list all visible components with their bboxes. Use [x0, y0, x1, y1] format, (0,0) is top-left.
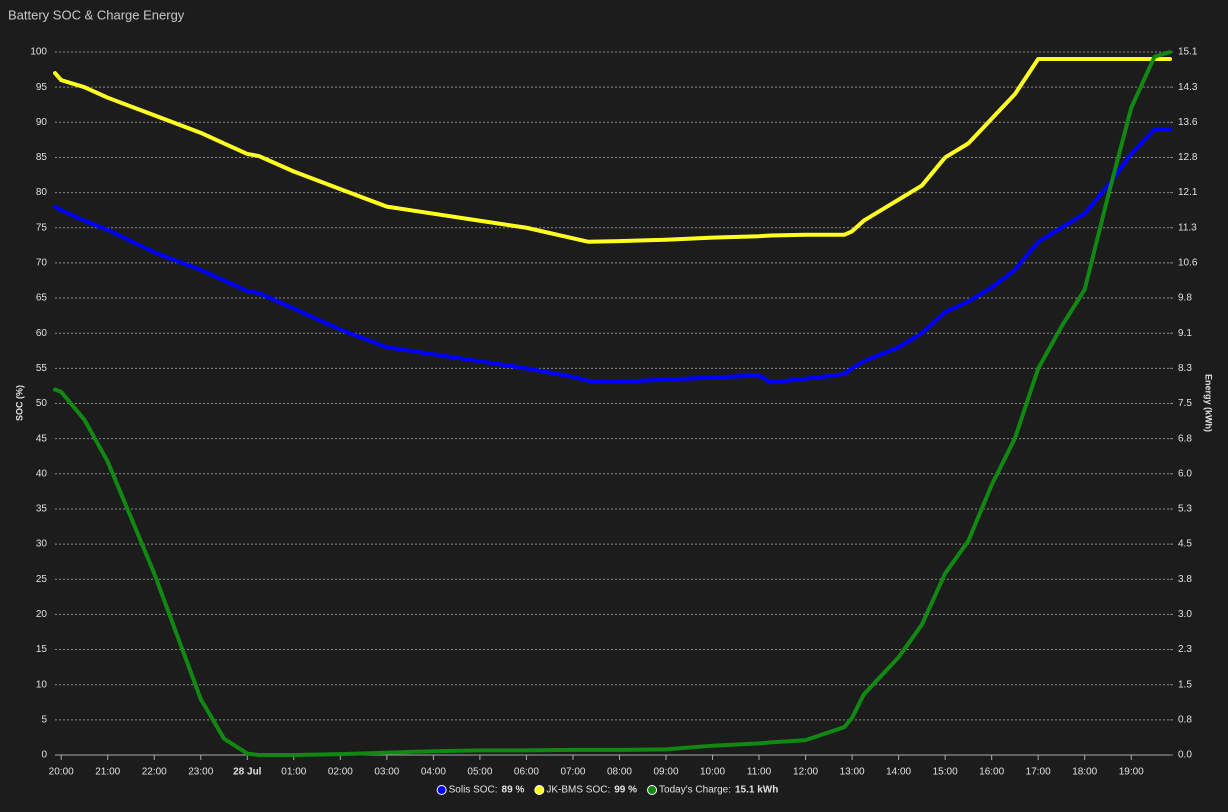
y-tick-label: 0	[41, 750, 47, 761]
y-tick-label: 35	[36, 504, 48, 515]
y2-tick-label: 15.1	[1178, 47, 1198, 58]
y2-tick-label: 4.5	[1178, 539, 1192, 550]
series-line	[53, 127, 1172, 385]
x-tick-label: 10:00	[700, 767, 725, 778]
y2-tick-label: 9.8	[1178, 293, 1192, 304]
x-tick-label: 09:00	[653, 767, 678, 778]
y-tick-label: 75	[36, 222, 48, 233]
y-tick-label: 70	[36, 258, 48, 269]
x-tick-label: 04:00	[421, 767, 446, 778]
y-tick-label: 60	[36, 328, 48, 339]
y2-tick-label: 11.3	[1178, 222, 1197, 233]
x-tick-label: 06:00	[514, 767, 539, 778]
x-tick-label: 07:00	[560, 767, 585, 778]
legend-label: Today's Charge:	[659, 785, 731, 796]
x-tick-label: 03:00	[374, 767, 399, 778]
x-tick-label: 23:00	[188, 767, 213, 778]
series-line	[53, 50, 1172, 757]
y-tick-label: 100	[30, 47, 47, 58]
legend-marker	[534, 785, 545, 795]
y-tick-label: 25	[36, 574, 48, 585]
x-tick-label: 18:00	[1072, 767, 1097, 778]
y2-tick-label: 8.3	[1178, 363, 1192, 374]
y-tick-label: 10	[36, 679, 48, 690]
legend-value: 99 %	[614, 785, 637, 796]
x-tick-label: 01:00	[281, 767, 306, 778]
y-tick-label: 85	[36, 152, 48, 163]
y-tick-label: 95	[36, 82, 48, 93]
chart-title: Battery SOC & Charge Energy	[8, 7, 185, 22]
legend-marker	[436, 785, 447, 795]
x-tick-label: 19:00	[1119, 767, 1144, 778]
y2-tick-label: 9.1	[1178, 328, 1192, 339]
y2-tick-label: 0.0	[1178, 750, 1192, 761]
legend: Solis SOC: 89 % JK-BMS SOC: 99 % Today's Cha…	[436, 785, 778, 796]
y2-tick-label: 6.0	[1178, 468, 1192, 479]
y2-tick-label: 10.6	[1178, 258, 1198, 269]
y2-tick-label: 6.8	[1178, 433, 1192, 444]
x-tick-label: 12:00	[793, 767, 818, 778]
legend-marker	[647, 785, 658, 795]
y-tick-label: 55	[36, 363, 48, 374]
y2-tick-label: 12.1	[1178, 187, 1198, 198]
y2-tick-label: 3.8	[1178, 574, 1192, 585]
x-tick-label: 11:00	[747, 767, 772, 778]
y-tick-label: 90	[36, 117, 48, 128]
y-tick-label: 40	[36, 468, 48, 479]
x-tick-label: 20:00	[49, 767, 74, 778]
legend-label: Solis SOC:	[449, 785, 498, 796]
legend-item: JK-BMS SOC: 99 %	[534, 785, 637, 796]
y-axis-title: SOC (%)	[14, 385, 24, 421]
y2-tick-label: 3.0	[1178, 609, 1192, 620]
x-tick-label: 14:00	[886, 767, 911, 778]
legend-item: Solis SOC: 89 %	[436, 785, 525, 796]
y-tick-label: 30	[36, 539, 48, 550]
y2-tick-label: 14.3	[1178, 82, 1198, 93]
x-tick-label: 05:00	[467, 767, 492, 778]
x-tick-label: 08:00	[607, 767, 632, 778]
y-tick-label: 65	[36, 293, 48, 304]
y-tick-label: 50	[36, 398, 48, 409]
legend-value: 15.1 kWh	[735, 785, 778, 796]
x-tick-label: 22:00	[142, 767, 167, 778]
legend-label: JK-BMS SOC:	[546, 785, 610, 796]
y2-tick-label: 1.5	[1178, 679, 1192, 690]
x-tick-label: 17:00	[1026, 767, 1051, 778]
x-tick-label: 21:00	[95, 767, 120, 778]
x-tick-label: 02:00	[328, 767, 353, 778]
y-tick-label: 45	[36, 433, 48, 444]
x-tick-label: 15:00	[933, 767, 958, 778]
y2-tick-label: 12.8	[1178, 152, 1198, 163]
y2-tick-label: 7.5	[1178, 398, 1192, 409]
x-tick-label: 13:00	[840, 767, 865, 778]
y2-axis-title: Energy (kWh)	[1204, 374, 1214, 432]
y-tick-label: 15	[36, 644, 48, 655]
y-tick-label: 5	[41, 714, 47, 725]
y2-tick-label: 0.8	[1178, 714, 1192, 725]
y-tick-label: 80	[36, 187, 48, 198]
x-tick-label: 28 Jul	[233, 767, 262, 778]
y2-tick-label: 2.3	[1178, 644, 1192, 655]
legend-item: Today's Charge: 15.1 kWh	[647, 785, 778, 796]
y2-tick-label: 5.3	[1178, 504, 1192, 515]
legend-value: 89 %	[502, 785, 525, 796]
y-tick-label: 20	[36, 609, 48, 620]
y2-tick-label: 13.6	[1178, 117, 1198, 128]
x-tick-label: 16:00	[979, 767, 1004, 778]
series-line	[53, 57, 1172, 244]
